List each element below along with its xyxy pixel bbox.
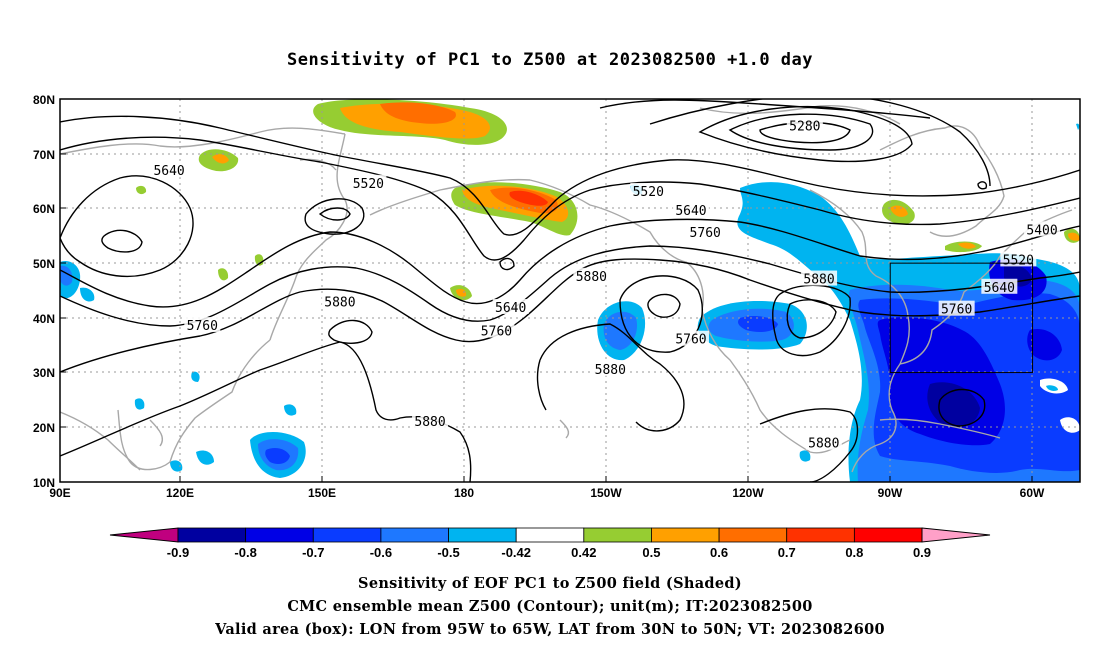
lon-axis-labels: 90E 120E 150E 180 150W 120W 90W 60W <box>49 486 1045 500</box>
colorbar-label: 0.8 <box>845 545 863 560</box>
grid-lines <box>60 99 1080 482</box>
contour-label: 5880 <box>324 296 355 311</box>
contour-label: 5640 <box>675 204 706 219</box>
lon-label-90e: 90E <box>49 486 70 500</box>
contour-label-bg <box>801 270 838 286</box>
contour-label: 5760 <box>481 325 512 340</box>
colorbar-swatch <box>786 527 855 543</box>
colorbar-label: 0.9 <box>913 545 931 560</box>
contour-label-bg <box>412 412 449 428</box>
contour-label: 5880 <box>808 437 839 452</box>
colorbar-swatch <box>718 527 788 543</box>
colorbar-swatch <box>245 527 314 543</box>
sensitivity-shading <box>60 99 1080 482</box>
caption-line-3: Valid area (box): LON from 95W to 65W, L… <box>215 621 885 638</box>
contour-label-bg <box>805 434 842 450</box>
colorbar-swatch <box>312 527 382 543</box>
contour-label-bg <box>981 278 1018 294</box>
tick-marks <box>60 98 1033 483</box>
contour-label: 5280 <box>789 119 820 134</box>
contour-label: 5640 <box>495 301 526 316</box>
colorbar-label: -0.42 <box>501 545 531 560</box>
contour-label: 5760 <box>187 319 218 334</box>
lon-label-90w: 90W <box>878 486 903 500</box>
contour-label: 5640 <box>984 281 1015 296</box>
colorbar: -0.9 -0.8 -0.7 -0.6 -0.5 -0.42 0.42 0.5 0.6 0.7 0.… <box>109 527 991 560</box>
lat-label-60n: 60N <box>33 202 55 216</box>
contour-label-bg <box>478 322 515 338</box>
contour-label-bg <box>687 224 724 240</box>
colorbar-label: 0.6 <box>710 545 728 560</box>
contour-label: 5640 <box>153 164 184 179</box>
contour-label: 5880 <box>414 415 445 430</box>
contour-label-bg <box>672 202 709 218</box>
colorbar-swatch <box>515 527 585 543</box>
contour-label-bg <box>184 317 221 333</box>
lon-label-60w: 60W <box>1020 486 1045 500</box>
contour-label: 5520 <box>633 185 664 200</box>
colorbar-swatch <box>448 527 517 543</box>
contour-label-bg <box>630 183 667 199</box>
map-title: Sensitivity of PC1 to Z500 at 2023082500… <box>286 50 813 70</box>
coastlines <box>60 104 1073 473</box>
plot-frame <box>59 98 1081 483</box>
colorbar-label: -0.9 <box>167 545 189 560</box>
lat-label-40n: 40N <box>33 312 55 326</box>
colorbar-label: -0.7 <box>302 545 324 560</box>
valid-area-box <box>889 262 1034 374</box>
lon-label-150e: 150E <box>308 486 336 500</box>
colorbar-swatch <box>853 527 923 543</box>
lat-label-80n: 80N <box>33 93 55 107</box>
contour-label-bg <box>573 267 610 283</box>
colorbar-label: 0.5 <box>642 545 660 560</box>
colorbar-label: 0.42 <box>571 545 596 560</box>
contour-label-bg <box>151 162 188 178</box>
colorbar-swatch <box>380 527 449 543</box>
colorbar-swatch <box>651 527 720 543</box>
contour-label: 5880 <box>576 270 607 285</box>
lat-label-30n: 30N <box>33 366 55 380</box>
contour-label-bg <box>1024 221 1061 237</box>
colorbar-label: -0.8 <box>234 545 256 560</box>
contour-label: 5760 <box>690 226 721 241</box>
contour-label-bg <box>492 299 529 315</box>
colorbar-swatch <box>583 527 652 543</box>
lat-axis-labels: 80N 70N 60N 50N 40N 30N 20N 10N <box>33 93 55 490</box>
z500-contours <box>60 99 1080 482</box>
lon-label-120w: 120W <box>732 486 764 500</box>
contour-label-bg <box>592 360 629 376</box>
colorbar-label: -0.6 <box>370 545 392 560</box>
lat-label-70n: 70N <box>33 148 55 162</box>
contour-label: 5880 <box>595 363 626 378</box>
lat-label-10n: 10N <box>33 476 55 490</box>
caption-line-1: Sensitivity of EOF PC1 to Z500 field (Sh… <box>358 575 742 592</box>
contour-label-bg <box>786 117 823 133</box>
lon-label-120e: 120E <box>166 486 194 500</box>
colorbar-label: -0.5 <box>437 545 459 560</box>
contour-label-bg <box>350 174 387 190</box>
colorbar-swatch <box>177 527 247 543</box>
contour-label: 5520 <box>1003 253 1034 268</box>
colorbar-extend-low <box>109 527 179 543</box>
caption-line-2: CMC ensemble mean Z500 (Contour); unit(m… <box>287 598 813 615</box>
contour-label: 5760 <box>675 333 706 348</box>
lat-label-20n: 20N <box>33 421 55 435</box>
lon-label-180: 180 <box>454 486 474 500</box>
contour-label-bg <box>672 330 709 346</box>
contour-label-bg <box>938 300 975 316</box>
lat-label-50n: 50N <box>33 257 55 271</box>
lon-label-150w: 150W <box>590 486 622 500</box>
contour-label: 5520 <box>353 177 384 192</box>
colorbar-extend-high <box>921 527 991 543</box>
contour-label-bg <box>321 293 358 309</box>
contour-label: 5880 <box>803 273 834 288</box>
contour-label: 5400 <box>1026 223 1057 238</box>
colorbar-label: 0.7 <box>778 545 796 560</box>
contour-label: 5760 <box>941 303 972 318</box>
